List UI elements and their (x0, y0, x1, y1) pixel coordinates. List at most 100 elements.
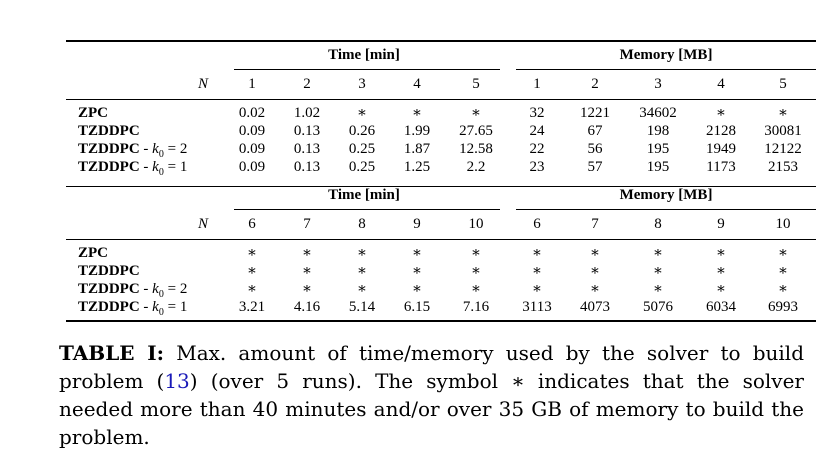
memory-cell: ∗ (652, 263, 664, 279)
k-letter: k (152, 159, 159, 175)
time-cell: ∗ (356, 105, 368, 121)
header-rule (66, 239, 816, 240)
top-rule (66, 40, 816, 42)
memory-cell: 1949 (706, 141, 736, 157)
n-header-memory: 7 (591, 216, 599, 232)
n-header-memory: 2 (591, 76, 599, 92)
header-rule (66, 99, 816, 100)
time-cell: 1.87 (403, 141, 431, 157)
n-header-memory: 5 (779, 76, 787, 92)
time-cell: 5.14 (348, 299, 376, 315)
memory-cell: 23 (529, 159, 545, 175)
caption-text-before: Max. amount of time/memory used by the s… (59, 341, 805, 393)
memory-cell: 2153 (768, 159, 798, 175)
memory-cell: 5076 (643, 299, 673, 315)
k-letter: k (152, 281, 159, 297)
time-cell: 0.09 (238, 159, 266, 175)
row-label: ZPC (78, 104, 108, 122)
time-cell: 7.16 (462, 299, 490, 315)
row-label: TZDDPC - k0 = 1 (78, 298, 187, 322)
memory-cell: ∗ (777, 105, 789, 121)
time-cell: ∗ (470, 245, 482, 261)
time-group-header: Time [min] (328, 47, 400, 63)
n-header-time: 2 (303, 76, 311, 92)
time-cell: ∗ (301, 245, 313, 261)
memory-cell: ∗ (531, 263, 543, 279)
time-cell: ∗ (470, 105, 482, 121)
time-cell: 6.15 (403, 299, 431, 315)
label-separator: - (139, 281, 153, 297)
memory-cell: 12122 (764, 141, 802, 157)
equals-sign: = (163, 299, 180, 315)
n-header-time: 4 (413, 76, 421, 92)
memory-cell: 4073 (580, 299, 610, 315)
memory-cell: ∗ (715, 281, 727, 297)
time-cell: ∗ (411, 105, 423, 121)
block-separator-rule (66, 186, 816, 187)
time-cell: 0.13 (293, 141, 321, 157)
label-separator: - (139, 159, 153, 175)
method-name: TZDDPC (78, 141, 140, 157)
n-header-time: 1 (248, 76, 256, 92)
time-cell: ∗ (356, 281, 368, 297)
time-cell: 0.13 (293, 159, 321, 175)
n-header-memory: 6 (533, 216, 541, 232)
k0-value: 1 (179, 159, 188, 175)
time-cell: 0.09 (238, 141, 266, 157)
memory-cell: 24 (529, 123, 545, 139)
time-cell: ∗ (246, 263, 258, 279)
memory-cell: ∗ (652, 245, 664, 261)
time-cell: 27.65 (459, 123, 493, 139)
time-cell: 0.25 (348, 159, 376, 175)
time-cell: 3.21 (238, 299, 266, 315)
memory-cell: ∗ (652, 281, 664, 297)
time-cell: 0.09 (238, 123, 266, 139)
row-label: TZDDPC - k0 = 2 (78, 280, 187, 304)
k-subscript: 0 (158, 307, 164, 318)
table-caption: TABLE I: Max. amount of time/memory used… (59, 339, 804, 451)
memory-cell: 22 (529, 141, 545, 157)
k-letter: k (152, 299, 159, 315)
time-cell: ∗ (301, 263, 313, 279)
time-cell: 0.13 (293, 123, 321, 139)
k0-symbol: k0 (152, 299, 164, 318)
memory-cell: ∗ (715, 263, 727, 279)
time-cell: 1.99 (403, 123, 431, 139)
k0-symbol: k0 (152, 141, 164, 160)
memory-cell: 30081 (764, 123, 802, 139)
time-cell: 0.25 (348, 141, 376, 157)
memory-cell: 3113 (522, 299, 552, 315)
memory-cell: 6993 (768, 299, 798, 315)
memory-cell: ∗ (589, 281, 601, 297)
k-subscript: 0 (158, 289, 164, 300)
method-name: TZDDPC (78, 159, 140, 175)
time-cell: ∗ (411, 245, 423, 261)
memory-cell: 195 (646, 141, 670, 157)
n-header-time: 10 (468, 216, 484, 232)
memory-cell: 1173 (706, 159, 736, 175)
n-label: N (198, 216, 209, 232)
n-header-memory: 9 (717, 216, 725, 232)
memory-cell: ∗ (715, 245, 727, 261)
memory-group-rule (516, 69, 816, 70)
row-label: ZPC (78, 244, 108, 262)
memory-cell: 57 (587, 159, 603, 175)
k0-value: 1 (179, 299, 188, 315)
n-header-time: 7 (303, 216, 311, 232)
caption-label: TABLE I: (59, 341, 165, 365)
time-cell: 2.2 (466, 159, 486, 175)
n-header-memory: 8 (654, 216, 662, 232)
n-header-memory: 1 (533, 76, 541, 92)
memory-cell: ∗ (589, 263, 601, 279)
time-cell: 1.25 (403, 159, 431, 175)
k0-value: 2 (179, 141, 188, 157)
time-cell: 4.16 (293, 299, 321, 315)
equation-reference-link[interactable]: 13 (164, 369, 190, 393)
k-subscript: 0 (158, 167, 164, 178)
row-label: TZDDPC - k0 = 1 (78, 158, 187, 182)
bottom-rule (66, 320, 816, 322)
k0-symbol: k0 (152, 159, 164, 178)
memory-group-header: Memory [MB] (619, 47, 713, 63)
memory-cell: ∗ (777, 245, 789, 261)
method-name: TZDDPC (78, 281, 140, 297)
